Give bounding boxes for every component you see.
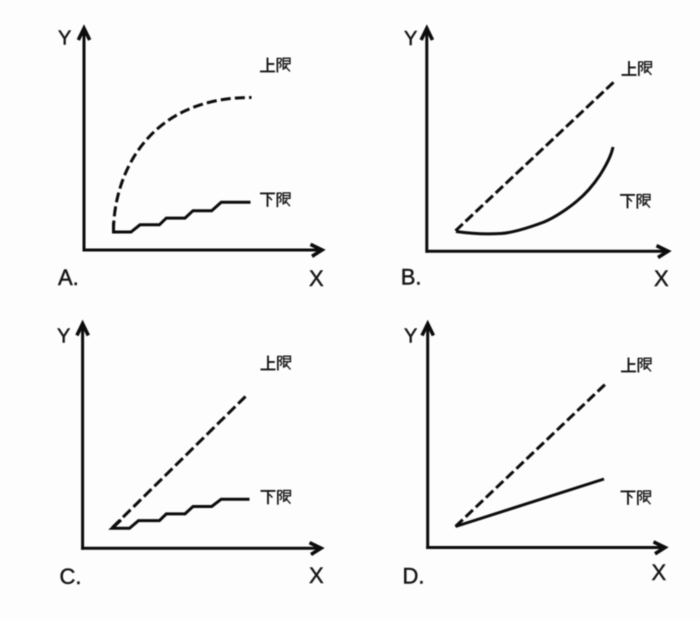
svg-text:Y: Y [404, 28, 417, 50]
svg-text:X: X [309, 563, 324, 588]
svg-text:X: X [309, 266, 324, 291]
svg-text:X: X [654, 266, 669, 291]
svg-text:Y: Y [58, 28, 71, 50]
svg-text:Y: Y [404, 326, 417, 348]
svg-text:D.: D. [403, 564, 425, 589]
svg-text:A.: A. [58, 265, 79, 290]
svg-text:C.: C. [60, 564, 82, 589]
svg-text:B.: B. [401, 265, 422, 290]
svg-text:Y: Y [57, 326, 70, 348]
svg-text:X: X [652, 560, 667, 585]
